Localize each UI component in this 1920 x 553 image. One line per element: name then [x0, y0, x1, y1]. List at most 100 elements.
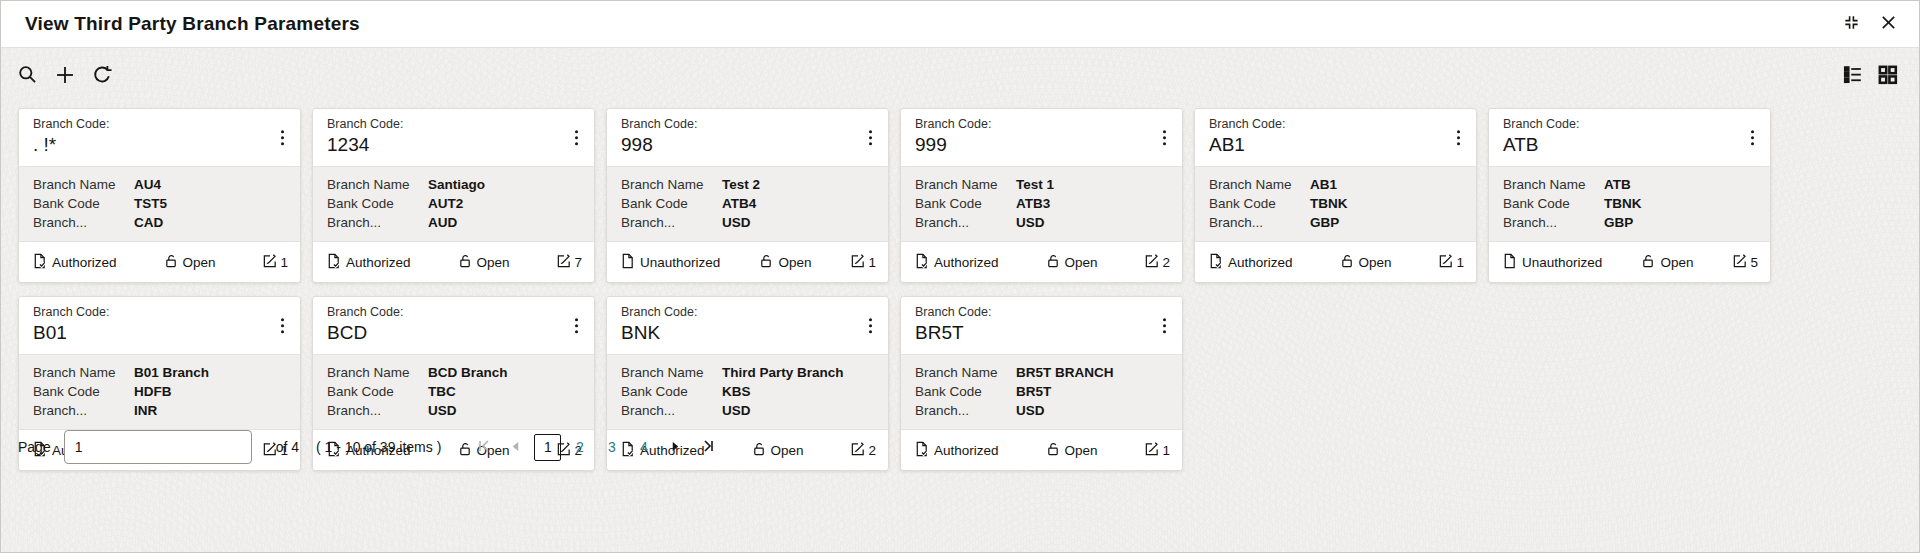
branch-card-header: Branch Code: BR5T [901, 297, 1182, 354]
branch-code-value: 998 [621, 133, 874, 157]
card-kebab-menu-button[interactable] [861, 124, 881, 152]
kebab-icon [575, 318, 579, 322]
record-status: Open [1046, 253, 1098, 272]
edit-icon [262, 253, 278, 272]
page-number-button-1[interactable]: 1 [534, 434, 561, 461]
card-kebab-menu-button[interactable] [861, 312, 881, 340]
branch-card-header: Branch Code: BNK [607, 297, 888, 354]
card-kebab-menu-button[interactable] [273, 124, 293, 152]
document-check-icon [32, 253, 47, 272]
modification-count-text: 5 [1750, 255, 1758, 270]
branch-name-row: Branch Name Third Party Branch [621, 363, 874, 382]
bank-code-label: Bank Code [327, 194, 428, 213]
collapse-window-button[interactable] [1843, 14, 1860, 34]
branch-currency-row: Branch... USD [621, 401, 874, 420]
branch-currency-row: Branch... USD [915, 213, 1168, 232]
branch-currency-value: USD [1016, 401, 1045, 420]
branch-name-value: AB1 [1310, 175, 1337, 194]
titlebar: View Third Party Branch Parameters [1, 1, 1919, 48]
grid-view-toggle[interactable] [1876, 63, 1899, 89]
bank-code-label: Bank Code [33, 382, 134, 401]
branch-code-label: Branch Code: [327, 117, 580, 131]
previous-page-button[interactable] [502, 434, 529, 461]
card-kebab-menu-button[interactable] [1155, 124, 1175, 152]
branch-code-value: AB1 [1209, 133, 1462, 157]
page-number-button-3[interactable]: 3 [598, 434, 625, 461]
branch-name-value: BR5T BRANCH [1016, 363, 1114, 382]
bank-code-value: TBC [428, 382, 456, 401]
search-button[interactable] [17, 64, 39, 89]
authorization-status: Authorized [32, 253, 117, 272]
edit-icon [1144, 253, 1160, 272]
branch-name-value: ATB [1604, 175, 1631, 194]
page-label: Page [18, 439, 51, 455]
branch-currency-row: Branch... INR [33, 401, 286, 420]
bank-code-label: Bank Code [621, 382, 722, 401]
close-window-button[interactable] [1880, 14, 1897, 34]
first-page-icon [477, 439, 491, 456]
page-number-button-4[interactable]: 4 [630, 434, 657, 461]
page-total-label: of 4 [276, 439, 299, 455]
branch-name-label: Branch Name [915, 363, 1016, 382]
bank-code-value: TBNK [1604, 194, 1642, 213]
branch-name-value: AU4 [134, 175, 161, 194]
bank-code-row: Bank Code ATB4 [621, 194, 874, 213]
open-lock-icon [759, 253, 773, 272]
first-page-button[interactable] [470, 434, 497, 461]
branch-card-body: Branch Name Santiago Bank Code AUT2 Bran… [313, 166, 594, 242]
refresh-icon [91, 64, 113, 89]
refresh-button[interactable] [91, 64, 113, 89]
branch-currency-label: Branch... [621, 401, 722, 420]
bank-code-label: Bank Code [915, 382, 1016, 401]
card-kebab-menu-button[interactable] [1449, 124, 1469, 152]
authorization-status: Unauthorized [1502, 253, 1602, 272]
toolbar-right [1841, 63, 1899, 89]
branch-name-value: BCD Branch [428, 363, 508, 382]
open-lock-icon [1641, 253, 1655, 272]
list-view-toggle[interactable] [1841, 63, 1864, 89]
record-status-text: Open [477, 255, 510, 270]
branch-card-header: Branch Code: . !* [19, 109, 300, 166]
branch-card-header: Branch Code: 999 [901, 109, 1182, 166]
last-page-button[interactable] [694, 434, 721, 461]
page-number-input[interactable] [64, 430, 252, 464]
card-kebab-menu-button[interactable] [1743, 124, 1763, 152]
modification-count-text: 1 [868, 255, 876, 270]
authorization-status-text: Unauthorized [640, 255, 720, 270]
branch-card: Branch Code: 1234 Branch Name Santiago B… [312, 108, 595, 283]
authorization-status-text: Authorized [934, 255, 999, 270]
toolbar [1, 48, 1919, 89]
bank-code-row: Bank Code TST5 [33, 194, 286, 213]
list-view-icon [1841, 63, 1864, 89]
branch-name-label: Branch Name [327, 175, 428, 194]
page-number-button-2[interactable]: 2 [566, 434, 593, 461]
record-status: Open [164, 253, 216, 272]
branch-code-label: Branch Code: [915, 305, 1168, 319]
card-kebab-menu-button[interactable] [1155, 312, 1175, 340]
branch-currency-row: Branch... CAD [33, 213, 286, 232]
branch-currency-value: USD [1016, 213, 1045, 232]
edit-icon [556, 253, 572, 272]
edit-icon [1438, 253, 1454, 272]
branch-card-footer: Unauthorized Open [607, 242, 888, 282]
add-button[interactable] [54, 64, 76, 89]
next-page-button[interactable] [662, 434, 689, 461]
card-kebab-menu-button[interactable] [567, 124, 587, 152]
kebab-icon [1751, 130, 1755, 134]
open-lock-icon [164, 253, 178, 272]
card-kebab-menu-button[interactable] [567, 312, 587, 340]
branch-name-label: Branch Name [915, 175, 1016, 194]
modification-count: 1 [1438, 253, 1464, 272]
branch-card-body: Branch Name AU4 Bank Code TST5 Branch...… [19, 166, 300, 242]
bank-code-row: Bank Code TBNK [1503, 194, 1756, 213]
branch-code-label: Branch Code: [621, 305, 874, 319]
branch-code-value: B01 [33, 321, 286, 345]
kebab-icon [281, 130, 285, 134]
card-kebab-menu-button[interactable] [273, 312, 293, 340]
branch-card-footer: Authorized Open [1195, 242, 1476, 282]
branch-currency-label: Branch... [327, 401, 428, 420]
branch-card-footer: Unauthorized Open [1489, 242, 1770, 282]
authorization-status: Authorized [326, 253, 411, 272]
bank-code-label: Bank Code [327, 382, 428, 401]
record-status-text: Open [1065, 255, 1098, 270]
